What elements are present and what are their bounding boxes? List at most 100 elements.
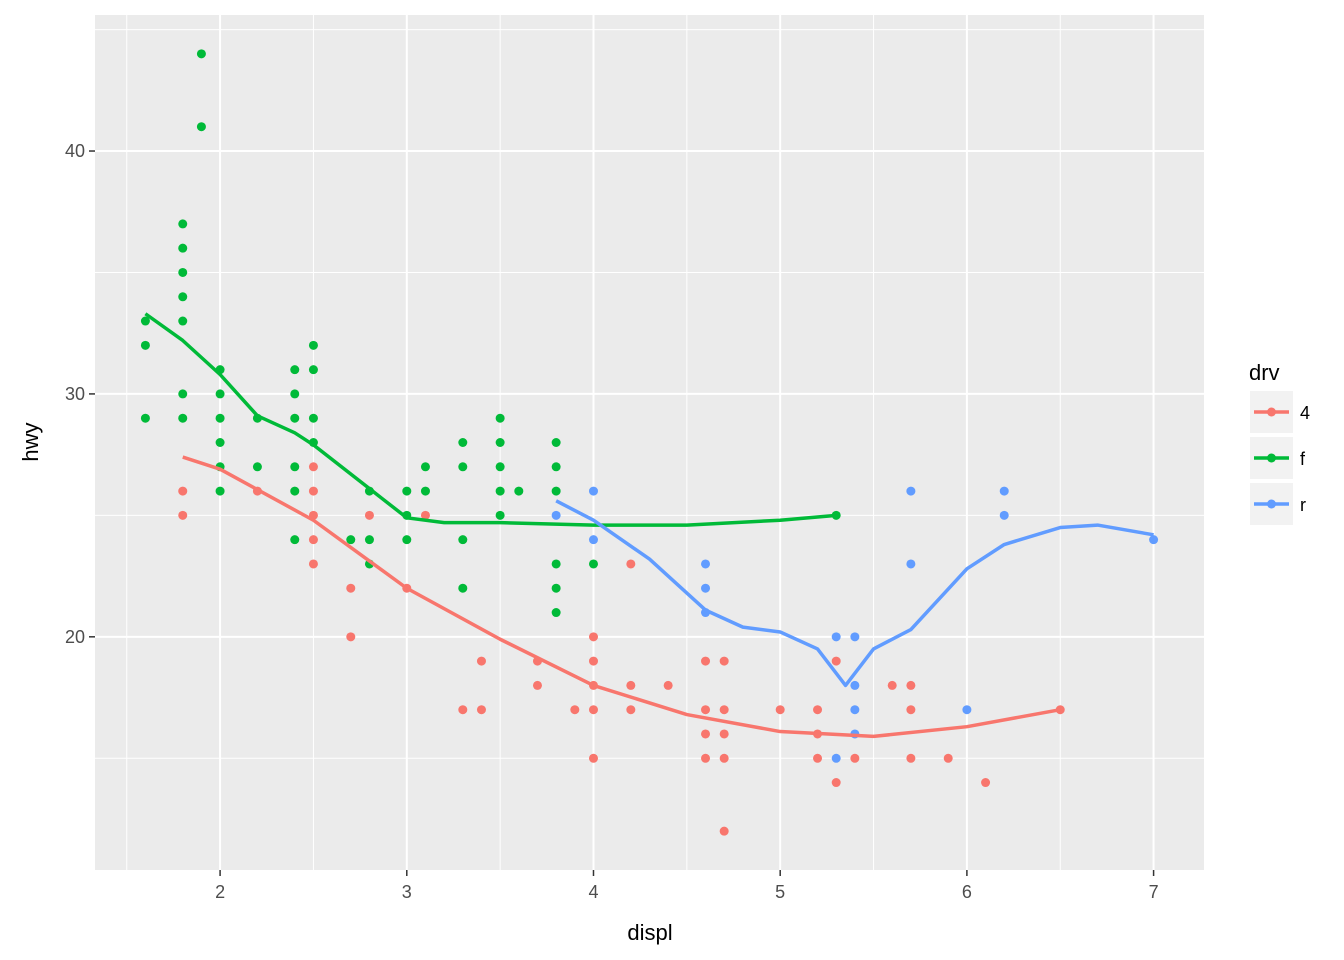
point xyxy=(290,389,300,399)
point xyxy=(215,486,225,496)
point xyxy=(346,535,356,545)
point xyxy=(588,535,598,545)
point xyxy=(701,753,711,763)
point xyxy=(588,559,598,569)
point xyxy=(215,438,225,447)
point xyxy=(495,413,505,423)
point xyxy=(850,680,860,690)
point xyxy=(701,705,711,715)
point xyxy=(364,510,374,520)
point xyxy=(420,486,430,496)
point xyxy=(196,49,206,59)
point xyxy=(1149,535,1159,545)
point xyxy=(346,583,356,593)
point xyxy=(701,583,711,593)
point xyxy=(290,462,300,472)
point xyxy=(402,486,412,496)
point xyxy=(458,705,468,715)
point xyxy=(551,608,561,618)
point xyxy=(420,510,430,520)
point xyxy=(308,340,318,350)
point xyxy=(906,559,916,569)
point xyxy=(831,656,841,666)
point xyxy=(290,535,300,545)
x-axis-title: displ xyxy=(627,920,672,945)
point xyxy=(476,656,486,666)
point xyxy=(719,705,729,715)
point xyxy=(551,559,561,569)
point xyxy=(178,486,188,496)
point xyxy=(308,462,318,472)
x-tick-label: 7 xyxy=(1149,882,1159,902)
point xyxy=(701,656,711,666)
point xyxy=(850,705,860,715)
legend-label: 4 xyxy=(1300,403,1310,423)
point xyxy=(813,753,823,763)
point xyxy=(943,753,953,763)
point xyxy=(458,583,468,593)
point xyxy=(962,705,972,715)
x-tick-label: 3 xyxy=(402,882,412,902)
smooth-line xyxy=(182,455,1061,739)
point xyxy=(532,680,542,690)
point xyxy=(719,826,729,836)
point xyxy=(551,510,561,520)
point xyxy=(290,365,300,375)
y-tick-label: 40 xyxy=(65,141,85,161)
point xyxy=(626,559,636,569)
point xyxy=(831,753,841,763)
point xyxy=(719,656,729,666)
point xyxy=(981,778,991,788)
legend-key-point xyxy=(1267,453,1276,463)
point xyxy=(308,535,318,545)
point xyxy=(626,680,636,690)
point xyxy=(551,462,561,472)
legend-key-point xyxy=(1267,407,1276,417)
point xyxy=(215,413,225,423)
y-tick-label: 20 xyxy=(65,627,85,647)
point xyxy=(775,705,785,715)
point xyxy=(308,413,318,423)
point xyxy=(178,510,188,520)
point xyxy=(906,486,916,496)
x-tick-label: 5 xyxy=(775,882,785,902)
point xyxy=(402,535,412,545)
point xyxy=(588,753,598,763)
point xyxy=(308,486,318,496)
point xyxy=(178,267,188,277)
point xyxy=(999,486,1009,496)
point xyxy=(701,559,711,569)
point xyxy=(290,413,300,423)
legend-label: f xyxy=(1300,449,1306,469)
point xyxy=(626,705,636,715)
point xyxy=(887,680,897,690)
point xyxy=(719,729,729,739)
point xyxy=(495,510,505,520)
point xyxy=(514,486,524,496)
point xyxy=(308,365,318,375)
point xyxy=(850,753,860,763)
point xyxy=(140,340,150,350)
point xyxy=(252,462,262,472)
point xyxy=(290,486,300,496)
point xyxy=(495,462,505,472)
point xyxy=(588,656,598,666)
point xyxy=(663,680,673,690)
point xyxy=(178,292,188,302)
point xyxy=(906,680,916,690)
y-tick-label: 30 xyxy=(65,384,85,404)
legend-title: drv xyxy=(1249,360,1280,385)
point xyxy=(140,316,150,326)
x-tick-label: 2 xyxy=(215,882,225,902)
legend-key-point xyxy=(1267,499,1276,509)
point xyxy=(999,510,1009,520)
smooth-line xyxy=(555,499,1154,688)
legend-label: r xyxy=(1300,495,1306,515)
point xyxy=(551,438,561,447)
panel xyxy=(95,15,1204,870)
point xyxy=(551,583,561,593)
point xyxy=(178,413,188,423)
point xyxy=(458,462,468,472)
